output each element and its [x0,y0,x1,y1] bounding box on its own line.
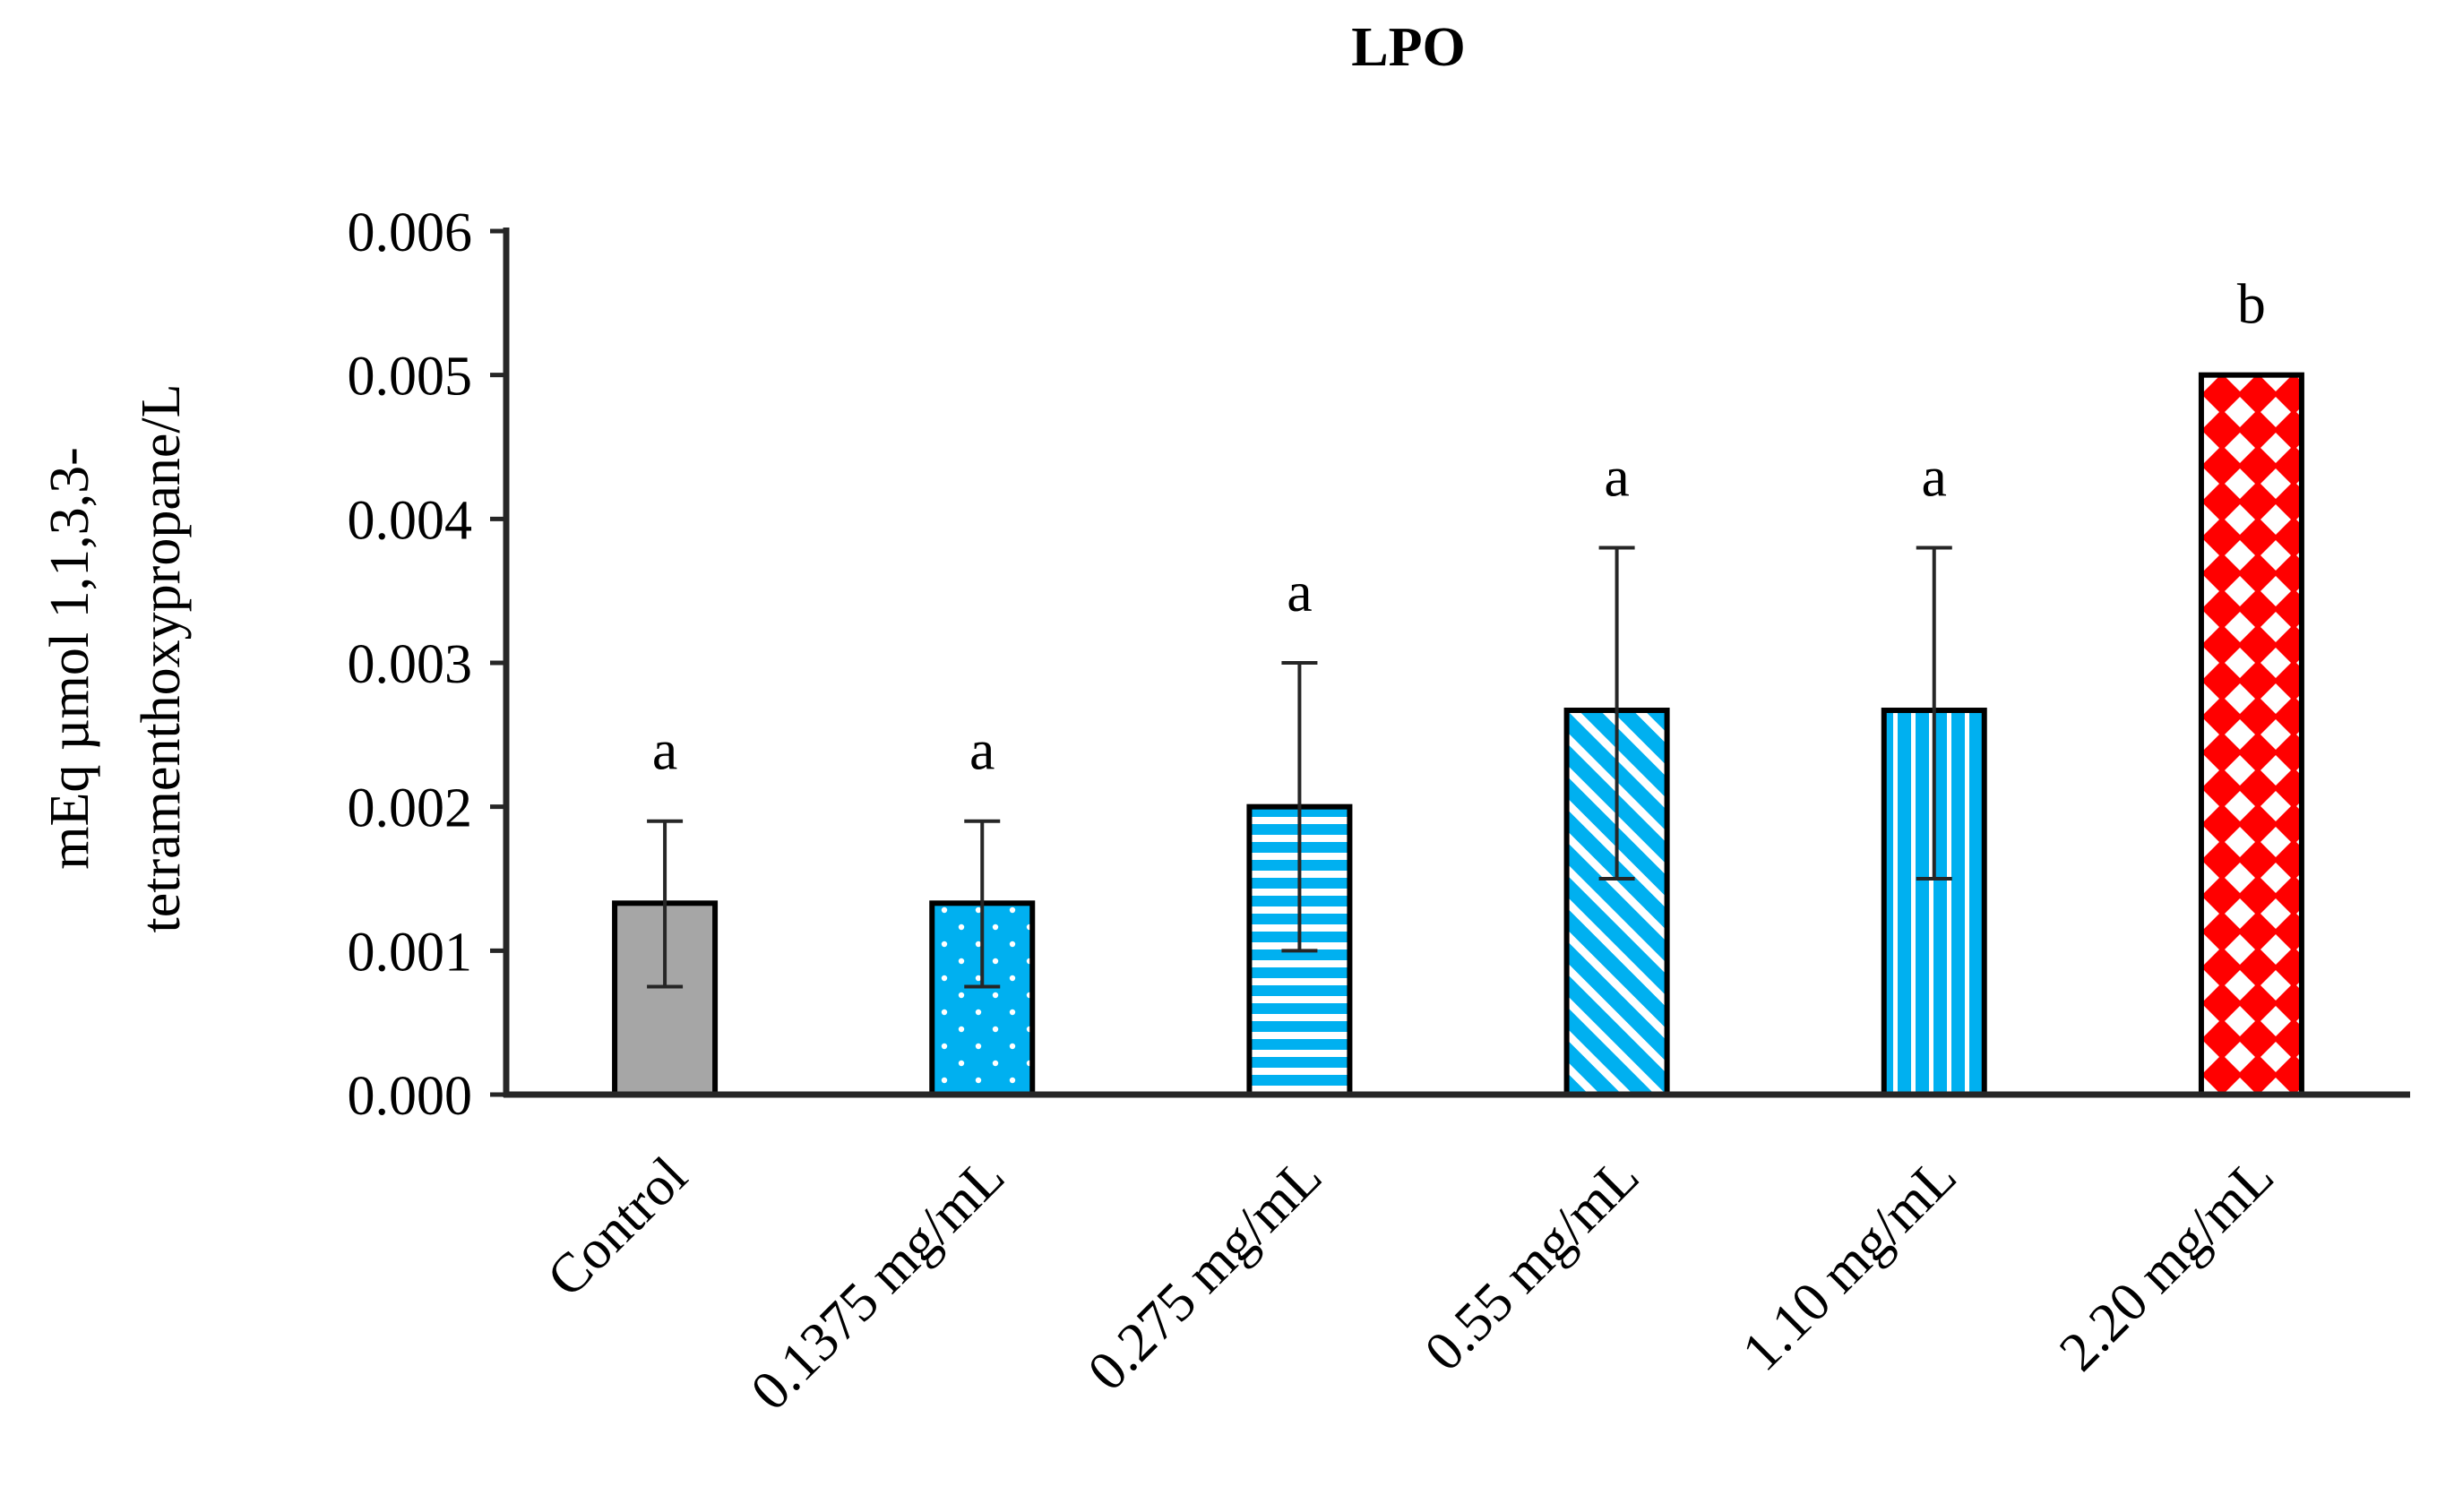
y-axis-label-line-1: mEq µmol 1,1,3,3- [39,447,100,869]
error-bars-group [647,546,1952,989]
axes-group [503,228,2410,1098]
error-bar [964,819,1001,989]
y-tick-label: 0.001 [348,922,473,983]
error-bar [647,819,684,989]
y-tick-label: 0.006 [348,202,473,263]
x-tick-label: Control [536,1146,699,1309]
significance-label: a [652,718,677,782]
y-tick-label: 0.004 [348,490,473,551]
significance-label: a [969,718,995,782]
y-axis-ticks: 0.000 0.001 0.002 0.003 0.004 0.005 0.006 [348,202,506,1127]
significance-label: a [1287,560,1312,623]
error-bar [1916,546,1952,881]
x-axis-tick-labels: Control 0.1375 mg/mL 0.275 mg/mL 0.55 mg/mL… [536,1146,2286,1422]
bar [2198,372,2304,1097]
chart-title: LPO [1351,17,1465,78]
bars-group [612,372,2304,1098]
significance-label: a [1604,444,1629,508]
significance-label: a [1922,444,1947,508]
error-bar [1598,546,1635,881]
x-tick-label: 0.275 mg/mL [1077,1146,1334,1403]
significance-labels-group: a a a a a b [652,272,2266,782]
significance-label: b [2237,272,2266,336]
y-tick-label: 0.000 [348,1066,473,1127]
y-tick-label: 0.005 [348,347,473,408]
x-tick-label: 1.10 mg/mL [1731,1146,1968,1383]
x-tick-label: 0.1375 mg/mL [739,1146,1016,1422]
x-tick-label: 2.20 mg/mL [2048,1146,2286,1383]
y-axis-label-line-2: tetramenthoxypropane/L [131,384,192,933]
y-tick-label: 0.003 [348,634,473,695]
y-axis-label: mEq µmol 1,1,3,3- tetramenthoxypropane/L [39,384,192,933]
x-tick-label: 0.55 mg/mL [1414,1146,1651,1383]
y-tick-label: 0.002 [348,778,473,839]
error-bar [1281,661,1318,953]
